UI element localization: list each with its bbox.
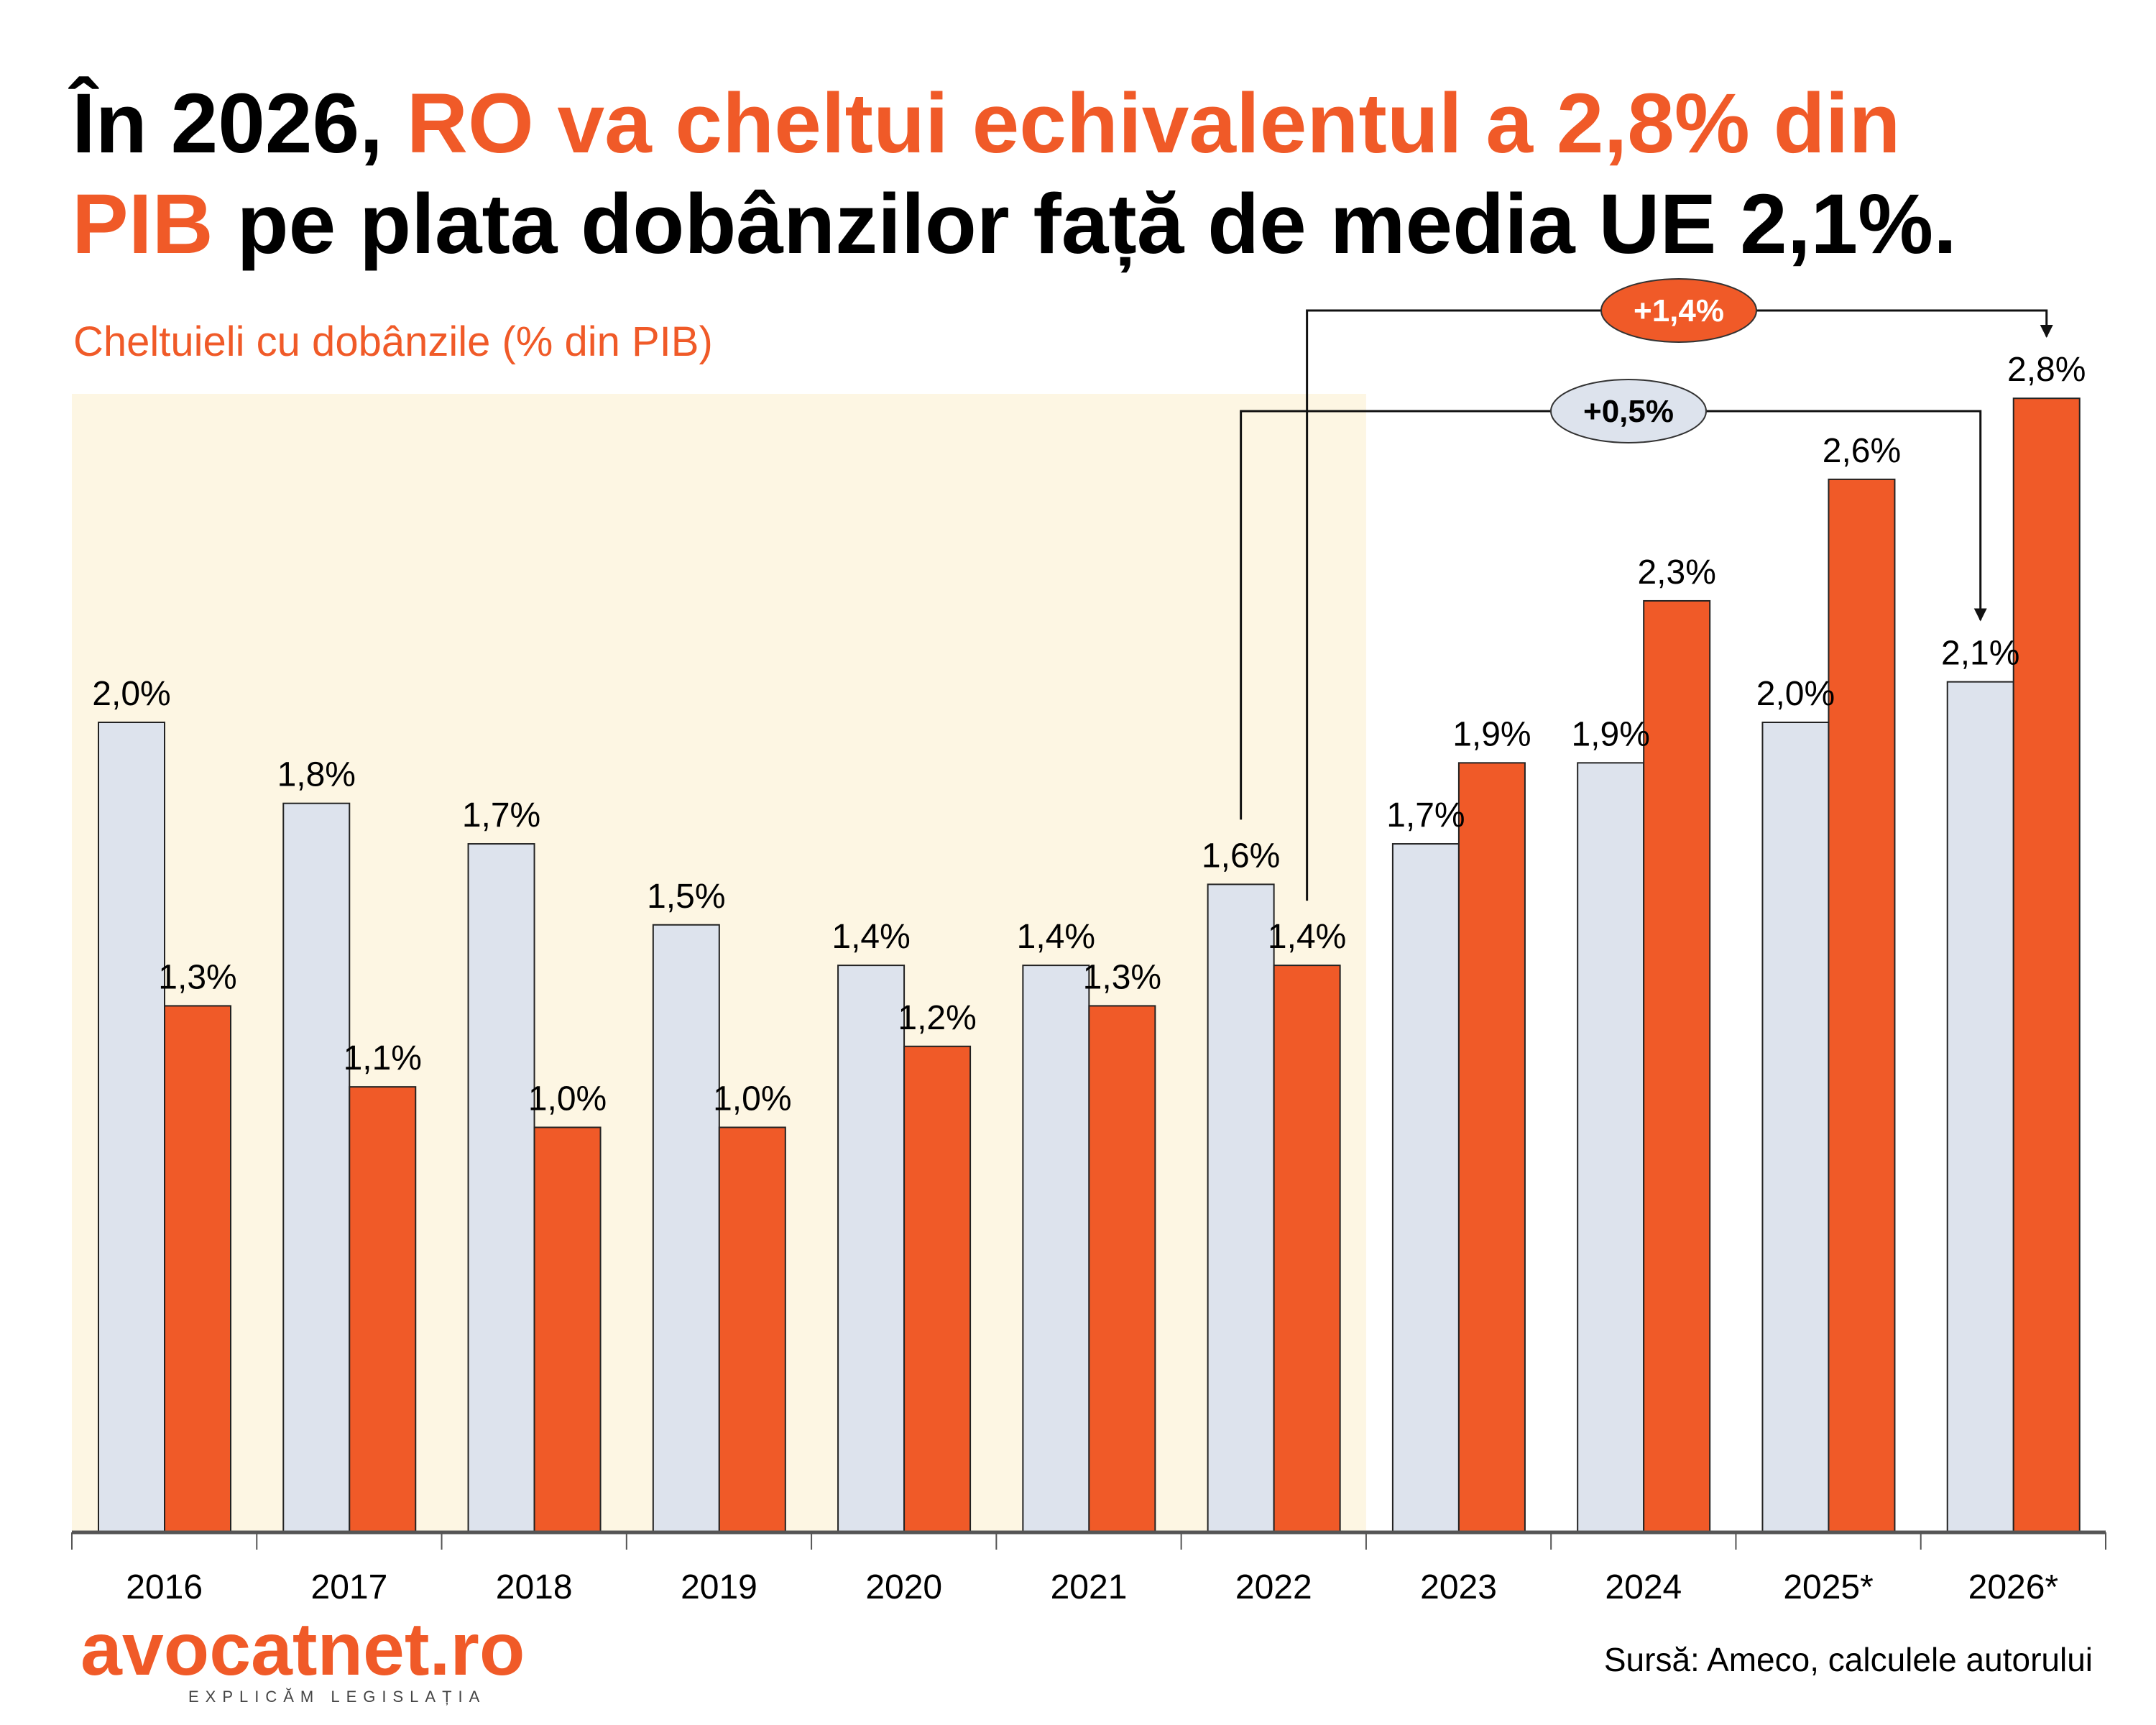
label-eu-2024: 1,9% — [1571, 715, 1649, 753]
bar-ro-2020 — [903, 1045, 972, 1534]
label-ro-2018: 1,0% — [528, 1080, 607, 1118]
bar-ro-2024 — [1643, 599, 1711, 1534]
label-eu-2016: 2,0% — [92, 675, 170, 713]
logo-tagline: EXPLICĂM LEGISLAȚIA — [188, 1688, 486, 1706]
label-eu-2026: 2,1% — [1941, 635, 2019, 673]
bar-ro-2025 — [1828, 478, 1896, 1533]
bar-eu-2017 — [282, 802, 351, 1533]
x-tick-label-2021: 2021 — [1051, 1568, 1128, 1606]
title-highlight-1: RO va cheltui echivalentul a 2,8% din — [407, 76, 1901, 171]
chart-subtitle: Cheltuieli cu dobânzile (% din PIB) — [73, 318, 713, 365]
annotation-label-ro: +1,4% — [1634, 293, 1724, 328]
bar-eu-2022 — [1207, 883, 1275, 1533]
annotations-group: +1,4% +0,5% — [1240, 278, 2053, 901]
label-ro-2019: 1,0% — [713, 1080, 791, 1118]
x-tick-label-2024: 2024 — [1605, 1568, 1682, 1606]
label-eu-2021: 1,4% — [1017, 918, 1095, 956]
bar-eu-2025 — [1761, 722, 1830, 1533]
x-ticks-group: 2016 2017 2018 2019 2020 2021 2022 2023 2024 2025… — [71, 1532, 2106, 1606]
logo-text: avocatnet.ro — [80, 1608, 525, 1691]
bar-eu-2021 — [1022, 965, 1090, 1533]
bar-eu-2020 — [837, 965, 906, 1533]
annotation-badge-ro — [1600, 278, 1757, 343]
bar-ro-2019 — [718, 1126, 786, 1533]
bars-group — [98, 397, 2081, 1534]
label-ro-2022: 1,4% — [1268, 918, 1346, 956]
label-ro-2020: 1,2% — [898, 999, 976, 1037]
bar-ro-2022 — [1273, 965, 1341, 1533]
bar-eu-2018 — [467, 843, 535, 1534]
bar-eu-2023 — [1391, 843, 1460, 1534]
value-labels-group: 2,0% 1,3% 1,8% 1,1% 1,7% 1,0% 1,5% 1,0% 1,4% 1,2%… — [92, 351, 2086, 1118]
label-ro-2026: 2,8% — [2007, 351, 2086, 389]
bar-eu-2026 — [1946, 681, 2014, 1533]
label-ro-2021: 1,3% — [1083, 958, 1161, 996]
x-tick-label-2022: 2022 — [1235, 1568, 1312, 1606]
x-tick-label-2020: 2020 — [865, 1568, 942, 1606]
logo: avocatnet.ro EXPLICĂM LEGISLAȚIA — [80, 1608, 525, 1706]
bar-eu-2016 — [98, 722, 165, 1533]
x-tick-label-2019: 2019 — [681, 1568, 757, 1606]
x-tick-label-2017: 2017 — [311, 1568, 388, 1606]
title-part-2: pe plata dobânzilor față de media UE 2,1… — [213, 177, 1957, 273]
label-ro-2017: 1,1% — [344, 1039, 422, 1077]
x-tick-label-2018: 2018 — [496, 1568, 573, 1606]
bar-ro-2023 — [1457, 762, 1526, 1533]
bar-eu-2024 — [1577, 762, 1645, 1533]
label-ro-2024: 2,3% — [1637, 553, 1715, 592]
annotation-badge-eu — [1550, 379, 1707, 443]
label-ro-2016: 1,3% — [158, 958, 236, 996]
label-eu-2023: 1,7% — [1386, 796, 1465, 834]
bar-ro-2026 — [2012, 397, 2081, 1534]
label-ro-2023: 1,9% — [1452, 715, 1531, 753]
label-eu-2017: 1,8% — [277, 756, 356, 794]
x-tick-label-2016: 2016 — [126, 1568, 203, 1606]
bar-eu-2019 — [652, 924, 720, 1533]
chart-title-line-1: În 2026, RO va cheltui echivalentul a 2,… — [68, 75, 1901, 171]
x-tick-label-2023: 2023 — [1420, 1568, 1497, 1606]
label-eu-2019: 1,5% — [647, 878, 725, 916]
label-eu-2025: 2,0% — [1756, 675, 1835, 713]
x-tick-label-2025: 2025* — [1783, 1568, 1873, 1606]
chart-title-line-2: PIB pe plata dobânzilor față de media UE… — [72, 177, 1957, 273]
label-ro-2025: 2,6% — [1823, 432, 1901, 470]
x-tick-label-2026: 2026* — [1968, 1568, 2058, 1606]
source-note: Sursă: Ameco, calculele autorului — [1604, 1641, 2093, 1678]
annotation-label-eu: +0,5% — [1583, 394, 1674, 429]
title-highlight-2: PIB — [72, 177, 213, 272]
bar-ro-2018 — [533, 1126, 602, 1533]
label-eu-2022: 1,6% — [1202, 837, 1280, 875]
label-eu-2018: 1,7% — [462, 796, 540, 834]
bar-ro-2016 — [164, 1005, 231, 1533]
label-eu-2020: 1,4% — [831, 918, 910, 956]
bar-ro-2017 — [349, 1086, 417, 1533]
bar-ro-2021 — [1088, 1005, 1156, 1533]
title-part-1: În 2026, — [68, 75, 407, 171]
